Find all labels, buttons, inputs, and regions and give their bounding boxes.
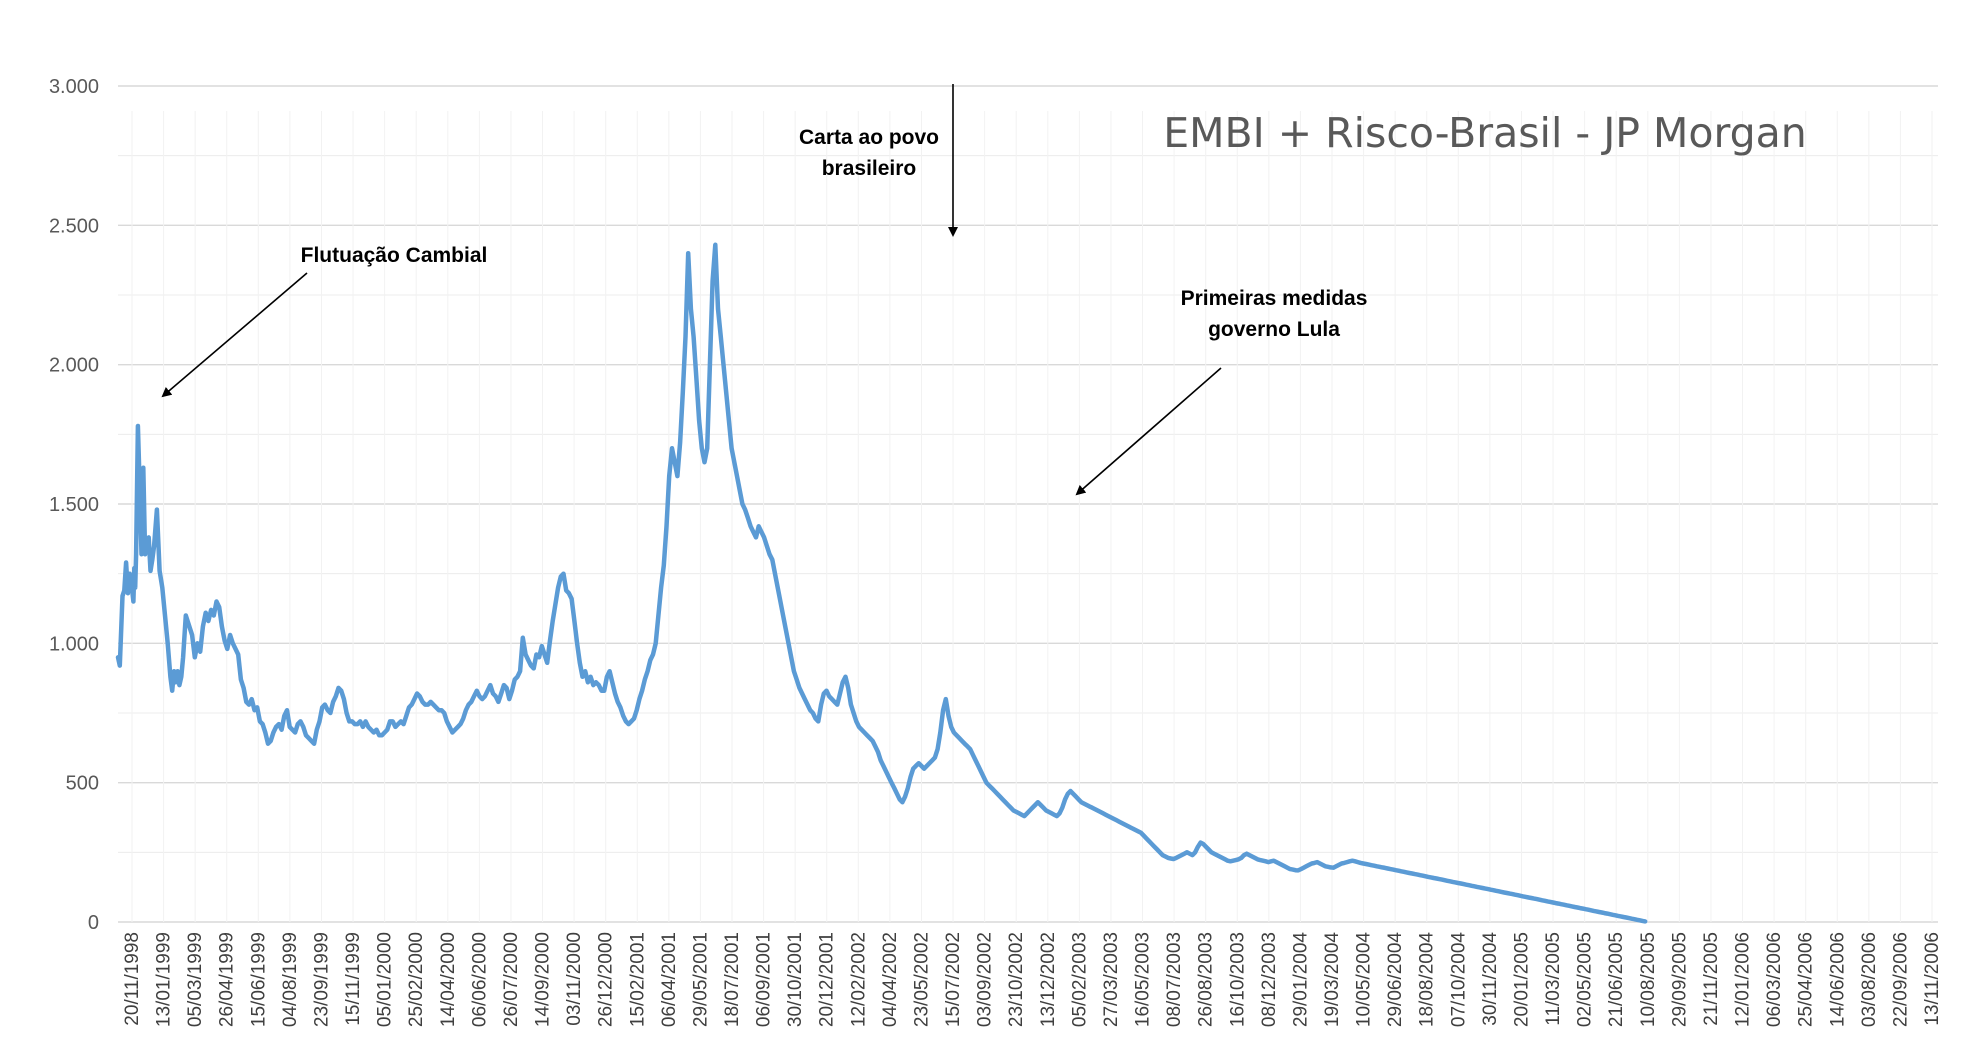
annotation-label-carta-ao-povo: Carta ao povo	[799, 126, 939, 149]
x-tick-label: 29/01/2004	[1290, 932, 1311, 1028]
x-tick-label: 18/08/2004	[1417, 932, 1438, 1028]
x-axis-tick-labels: 20/11/1998 13/01/1999 05/03/1999 26/04/1999…	[122, 932, 1943, 1028]
x-tick-label: 06/04/2001	[659, 932, 680, 1027]
x-tick-label: 21/11/2005	[1701, 932, 1722, 1026]
x-tick-label: 05/03/1999	[185, 932, 206, 1027]
x-tick-label: 13/11/2006	[1922, 932, 1943, 1026]
x-tick-label: 29/06/2004	[1385, 932, 1406, 1028]
y-tick-label: 2.000	[49, 355, 99, 377]
annotation-arrow-flutuacao-cambial	[161, 272, 308, 398]
x-tick-label: 23/09/1999	[311, 932, 332, 1027]
x-tick-label: 20/01/2005	[1511, 932, 1532, 1027]
x-tick-label: 18/07/2001	[722, 932, 743, 1027]
annotation-label-primeiras-medidas: governo Lula	[1208, 318, 1340, 341]
x-tick-label: 26/12/2000	[596, 932, 617, 1027]
x-tick-label: 14/06/2006	[1827, 932, 1848, 1027]
x-tick-label: 15/02/2001	[627, 932, 648, 1027]
annotation-label-carta-ao-povo: brasileiro	[822, 157, 917, 180]
x-tick-label: 12/02/2002	[848, 932, 869, 1027]
series-line-embi	[115, 242, 1648, 924]
y-tick-label: 1.000	[49, 633, 99, 655]
x-tick-label: 06/06/2000	[469, 932, 490, 1027]
x-tick-label: 14/09/2000	[533, 932, 554, 1027]
x-tick-label: 29/09/2005	[1669, 932, 1690, 1027]
x-tick-label: 05/02/2003	[1069, 932, 1090, 1027]
x-tick-label: 03/09/2002	[975, 932, 996, 1027]
x-tick-label: 25/04/2006	[1796, 932, 1817, 1027]
x-tick-label: 26/07/2000	[501, 932, 522, 1027]
x-tick-label: 16/05/2003	[1133, 932, 1154, 1027]
x-tick-label: 29/05/2001	[690, 932, 711, 1027]
x-tick-label: 14/04/2000	[438, 932, 459, 1027]
x-tick-label: 04/08/1999	[280, 932, 301, 1027]
x-tick-label: 20/11/1998	[122, 932, 143, 1026]
x-tick-label: 06/03/2006	[1764, 932, 1785, 1027]
x-tick-label: 03/11/2000	[564, 932, 585, 1026]
annotation-arrow-primeiras-medidas	[1075, 367, 1222, 496]
x-tick-label: 16/10/2003	[1227, 932, 1248, 1027]
x-tick-label: 27/03/2003	[1101, 932, 1122, 1027]
x-tick-label: 12/01/2006	[1733, 932, 1754, 1027]
x-tick-label: 26/04/1999	[217, 932, 238, 1027]
x-tick-label: 22/09/2006	[1890, 932, 1911, 1027]
x-tick-label: 10/05/2004	[1354, 932, 1375, 1028]
annotation-label-flutuacao-cambial: Flutuação Cambial	[301, 244, 488, 267]
x-tick-label: 06/09/2001	[754, 932, 775, 1027]
annotation-label-primeiras-medidas: Primeiras medidas	[1181, 287, 1368, 310]
x-tick-label: 10/08/2005	[1638, 932, 1659, 1027]
x-tick-label: 15/06/1999	[248, 932, 269, 1027]
y-tick-label: 1.500	[49, 494, 99, 516]
annotations: Flutuação Cambial Carta ao povo brasileiro…	[161, 84, 1368, 496]
y-axis-tick-labels: 0 500 1.000 1.500 2.000 2.500 3.000	[49, 76, 99, 934]
y-tick-label: 3.000	[49, 76, 99, 98]
x-tick-label: 03/08/2006	[1859, 932, 1880, 1027]
x-tick-label: 15/11/1999	[343, 932, 364, 1026]
x-tick-label: 11/03/2005	[1543, 932, 1564, 1026]
x-tick-label: 20/12/2001	[817, 932, 838, 1027]
x-tick-label: 05/01/2000	[375, 932, 396, 1027]
y-tick-label: 0	[88, 912, 99, 934]
x-tick-label: 13/01/1999	[154, 932, 175, 1027]
x-tick-label: 23/05/2002	[911, 932, 932, 1027]
x-tick-label: 07/10/2004	[1448, 932, 1469, 1028]
y-tick-label: 500	[66, 773, 99, 795]
data-series	[115, 242, 1648, 924]
x-tick-label: 21/06/2005	[1606, 932, 1627, 1027]
y-tick-label: 2.500	[49, 215, 99, 237]
x-tick-label: 25/02/2000	[406, 932, 427, 1027]
x-tick-label: 13/12/2002	[1038, 932, 1059, 1027]
x-tick-label: 08/12/2003	[1259, 932, 1280, 1027]
x-tick-label: 19/03/2004	[1322, 932, 1343, 1028]
x-tick-label: 04/04/2002	[880, 932, 901, 1027]
x-tick-label: 02/05/2005	[1575, 932, 1596, 1027]
x-tick-label: 30/10/2001	[785, 932, 806, 1027]
x-tick-label: 26/08/2003	[1196, 932, 1217, 1027]
chart-title: EMBI + Risco-Brasil - JP Morgan	[1163, 109, 1807, 157]
x-tick-label: 15/07/2002	[943, 932, 964, 1027]
x-tick-label: 23/10/2002	[1006, 932, 1027, 1027]
gridlines	[118, 85, 1938, 923]
x-tick-label: 08/07/2003	[1164, 932, 1185, 1027]
x-tick-label: 30/11/2004	[1480, 932, 1501, 1026]
